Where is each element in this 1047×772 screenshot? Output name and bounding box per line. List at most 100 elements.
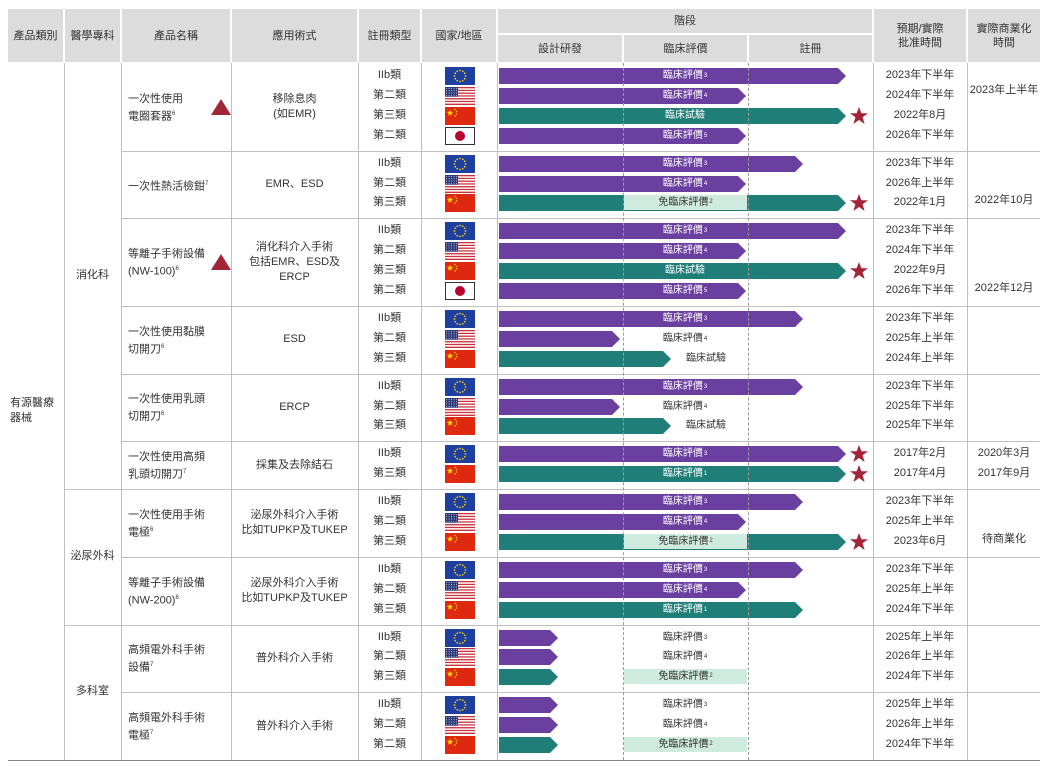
approved-star-icon: [850, 262, 868, 280]
stage-bar: [499, 243, 746, 260]
product-name-3: 一次性使用黏膜 切開刀6: [128, 325, 205, 356]
flag-eu-icon: [445, 445, 475, 464]
flag-us-icon: [445, 513, 475, 531]
stage-bar: [499, 127, 746, 144]
row-divider: [122, 305, 1040, 307]
flag-us-icon: [445, 716, 475, 735]
reg-type: 第三類: [373, 419, 406, 432]
stage-bar: [499, 717, 558, 734]
reg-type: IIb類: [377, 379, 402, 392]
flag-us-icon: [445, 580, 475, 599]
approval-date: 2025年下半年: [885, 399, 955, 412]
stage-bar: [499, 398, 620, 415]
stage-label: 臨床評價 4: [662, 516, 708, 527]
approval-date: 2024年下半年: [885, 738, 955, 750]
product-name-7: 等離子手術設備 (NW-200)6: [128, 576, 205, 607]
reg-type: IIb類: [377, 224, 402, 237]
approval-date: 2026年上半年: [885, 718, 955, 731]
approval-date: 2025年上半年: [885, 630, 955, 643]
reg-type: 第二類: [373, 738, 406, 750]
application-2: 消化科介入手術 包括EMR、ESD及 ERCP: [248, 240, 341, 283]
flag-eu-icon: [445, 696, 475, 715]
header-stage-registration: 註冊: [749, 35, 872, 62]
stage-label: 臨床評價 4: [662, 651, 708, 663]
reg-type: 第三類: [373, 467, 406, 480]
flag-us-icon: [445, 86, 475, 105]
stage-bar: [499, 418, 671, 435]
reg-type: IIb類: [377, 311, 402, 324]
reg-type: 第三類: [373, 108, 406, 121]
flag-us-icon: [445, 329, 475, 348]
stage-label: 臨床評價 4: [662, 400, 708, 412]
approval-date: 2023年下半年: [885, 156, 955, 169]
specialty-label: 消化科: [76, 269, 109, 282]
reg-type: 第二類: [373, 176, 406, 189]
product-name-2: 等離子手術設備 (NW-100)6: [128, 248, 205, 278]
application-6: 泌尿外科介入手術 比如TUPKP及TUKEP: [241, 508, 348, 536]
stage-label: 臨床評價 4: [662, 583, 708, 595]
stage-bar: [499, 581, 746, 598]
approval-date: 2025年下半年: [885, 419, 955, 432]
stage-label: 臨床評價 4: [662, 245, 708, 257]
stage-bar: [499, 601, 803, 618]
flag-cn-icon: [445, 417, 475, 436]
header-product: 產品名稱: [122, 9, 230, 62]
header-application: 應用術式: [232, 9, 357, 62]
header-stage: 階段: [498, 9, 872, 33]
column-divider: [873, 63, 874, 760]
header-stage-clinical: 臨床評價: [624, 35, 747, 62]
reg-type: 第二類: [373, 515, 406, 527]
application-0: 移除息肉 (如EMR): [272, 92, 317, 120]
flag-eu-icon: [445, 309, 475, 328]
application-8: 普外科介入手術: [256, 651, 333, 664]
column-divider: [231, 63, 232, 760]
stage-bar: [499, 494, 803, 511]
stage-label: 臨床試驗: [665, 109, 705, 121]
reg-type: 第二類: [373, 128, 406, 141]
reg-type: IIb類: [377, 562, 402, 575]
flag-cn-icon: [445, 736, 475, 754]
product-name-4: 一次性使用乳頭 切開刀6: [128, 393, 205, 424]
reg-type: 第二類: [373, 88, 406, 101]
commercialization-date-6: 待商業化: [982, 532, 1026, 545]
approval-date: 2024年下半年: [885, 602, 955, 615]
approval-date: 2023年下半年: [885, 311, 955, 324]
stage-bar: [499, 330, 620, 347]
approved-star-icon: [850, 194, 868, 212]
stage-label: 免臨床評價 2: [624, 737, 747, 752]
approval-date: 2022年9月: [893, 264, 947, 277]
stage-divider: [623, 63, 624, 760]
approval-date: 2026年下半年: [885, 128, 955, 141]
reg-type: IIb類: [377, 630, 402, 643]
stage-bar: [499, 87, 746, 104]
approval-date: 2024年下半年: [885, 244, 955, 257]
application-1: EMR、ESD: [265, 177, 324, 190]
table-bottom-line: [8, 759, 1040, 761]
flag-cn-icon: [445, 600, 475, 619]
stage-label: 臨床評價 3: [662, 70, 708, 81]
stage-label: 臨床評價 4: [662, 719, 708, 731]
stage-bar: [499, 350, 671, 367]
stage-bar: [499, 446, 846, 463]
stage-label: 臨床評價 5: [662, 285, 708, 296]
priority-triangle-icon: [211, 254, 231, 271]
commercialization-date: 2017年9月: [977, 467, 1031, 480]
stage-bar: [499, 466, 846, 483]
column-divider: [967, 63, 968, 760]
stage-bar: [499, 155, 803, 172]
reg-type: IIb類: [377, 156, 402, 169]
approval-date: 2023年下半年: [885, 69, 955, 81]
stage-label: 臨床評價 3: [662, 448, 708, 460]
stage-bar: [499, 737, 558, 753]
column-divider: [121, 63, 122, 760]
stage-label: 臨床試驗: [665, 265, 705, 277]
application-9: 普外科介入手術: [256, 719, 333, 732]
reg-type: 第二類: [373, 284, 406, 296]
stage-label: 臨床評價 3: [662, 380, 708, 392]
approval-date: 2026年上半年: [885, 176, 955, 189]
reg-type: 第三類: [373, 196, 406, 209]
commercialization-date-0: 2023年上半年: [969, 83, 1039, 96]
column-divider: [358, 63, 359, 760]
stage-bar: [499, 310, 803, 327]
